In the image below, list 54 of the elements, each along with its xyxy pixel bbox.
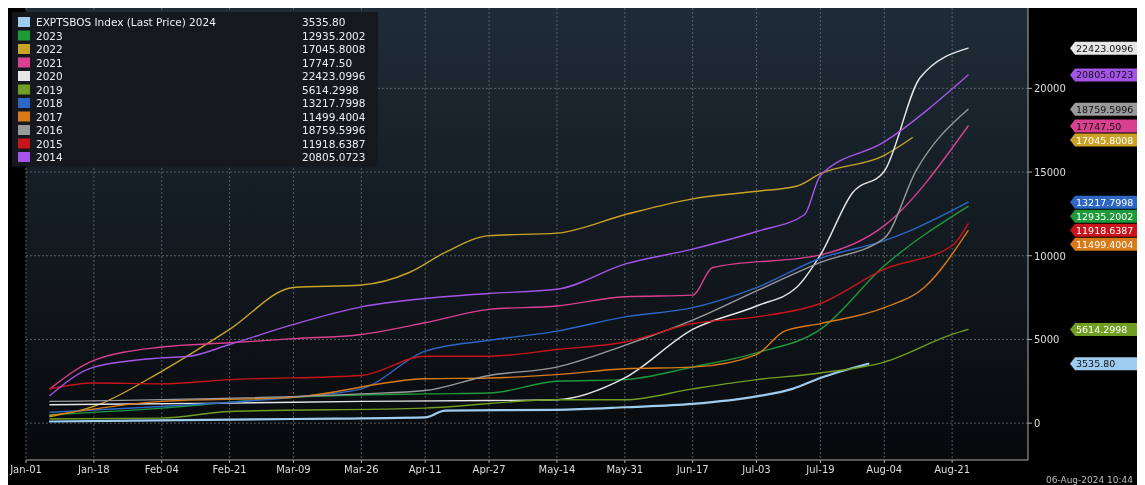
legend-label: 2018 (36, 97, 63, 109)
x-tick-label: May-31 (606, 464, 644, 475)
annotation: 20805.0723 (302, 151, 366, 163)
text: 5614.2998 (1076, 323, 1128, 335)
x-tick-label: Jan-18 (76, 464, 110, 475)
legend-label: 2022 (36, 43, 63, 55)
annotation: 17045.8008 (302, 43, 366, 55)
annotation: 12935.2002 (302, 29, 366, 42)
legend-label: 2017 (36, 110, 63, 123)
text: 17747.50 (1076, 120, 1122, 132)
text: 17045.8008 (1076, 134, 1134, 146)
y-tick-label: 20000 (1034, 83, 1066, 95)
x-tick-label: Mar-09 (276, 464, 311, 475)
annotation: 11499.4004 (302, 110, 366, 123)
legend-label: 2015 (36, 137, 63, 150)
text: 11918.6387 (1076, 224, 1134, 236)
x-tick-label: Feb-04 (144, 464, 179, 475)
x-tick-label: Jul-03 (741, 464, 771, 475)
annotation: 11918.6387 (302, 137, 366, 150)
text: 11499.4004 (1076, 238, 1134, 250)
x-tick-label: May-14 (538, 464, 576, 475)
text: 13217.7998 (1076, 196, 1134, 208)
y-tick-label: 15000 (1034, 167, 1066, 179)
x-tick-label: Aug-21 (934, 464, 971, 475)
x-tick-label: Apr-27 (472, 464, 506, 475)
annotation: 5614.2998 (302, 83, 359, 96)
annotation: 3535.80 (302, 16, 346, 28)
text: 22423.0996 (1076, 42, 1134, 54)
x-tick-label: Aug-04 (866, 464, 903, 475)
legend-label: 2019 (36, 83, 63, 96)
annotation: 22423.0996 (302, 70, 366, 82)
annotation: 18759.5996 (302, 124, 366, 136)
legend-label: 2020 (36, 70, 63, 82)
x-tick-label: Jul-19 (805, 464, 835, 475)
annotation: 13217.7998 (302, 97, 366, 109)
text: 06-Aug-2024 10:44 (1045, 475, 1134, 485)
legend-label: 2021 (36, 56, 63, 69)
x-tick-label: Mar-26 (344, 464, 379, 475)
legend-label: 2016 (36, 124, 64, 136)
text: 3535.80 (1076, 358, 1116, 370)
x-tick-label: Apr-11 (408, 464, 442, 475)
legend-label: 2023 (36, 29, 63, 42)
y-tick-label: 5000 (1034, 334, 1060, 346)
y-tick-label: 0 (1034, 418, 1041, 430)
legend-label: 2014 (36, 151, 64, 163)
x-tick-label: Feb-21 (212, 464, 247, 475)
text: 20805.0723 (1076, 69, 1134, 81)
y-tick-label: 10000 (1034, 250, 1066, 262)
legend-label: EXPTSBOS Index (Last Price) 2024 (36, 16, 217, 28)
annotation: 17747.50 (302, 56, 353, 69)
x-tick-label: Jun-17 (675, 464, 709, 475)
text: 12935.2002 (1076, 210, 1134, 222)
x-tick-label: Jan-01 (9, 464, 42, 475)
text: 18759.5996 (1076, 103, 1134, 115)
